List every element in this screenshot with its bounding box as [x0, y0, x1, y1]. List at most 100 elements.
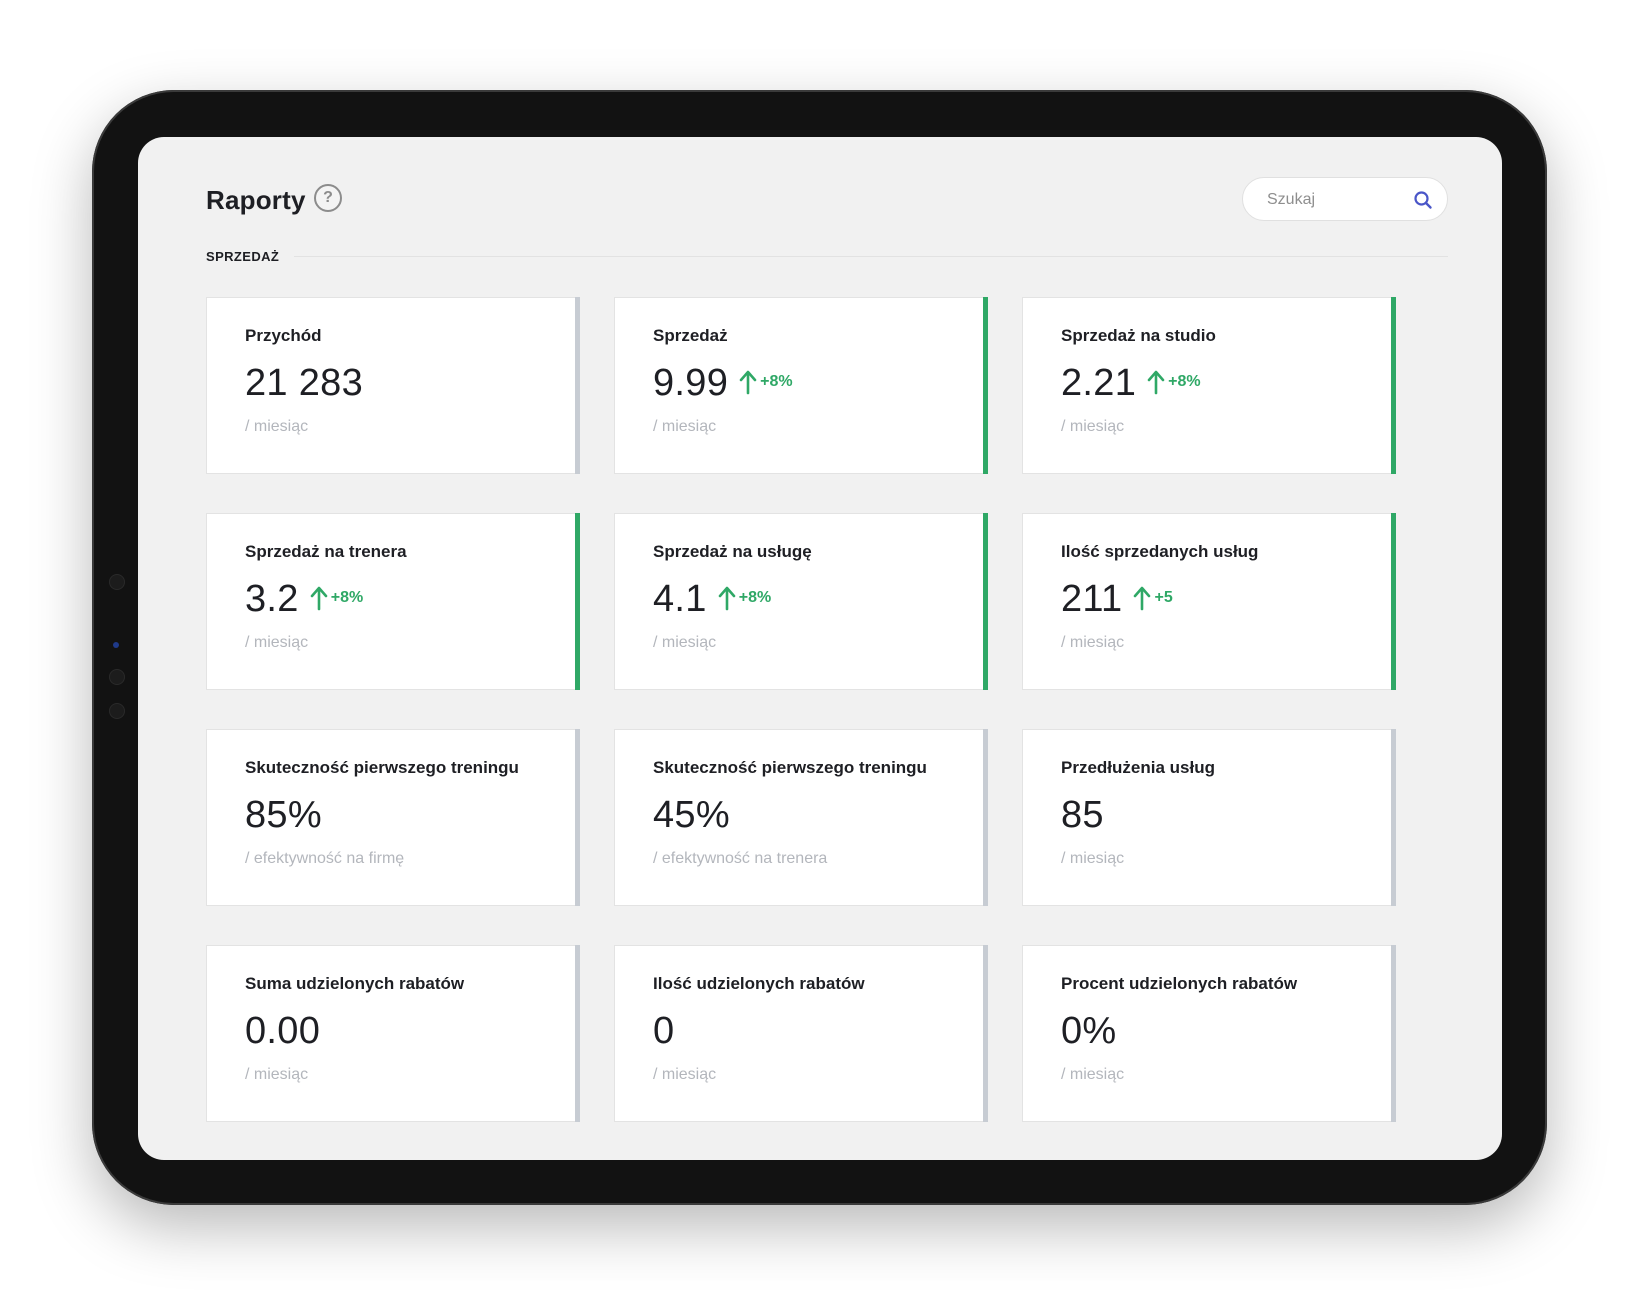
- arrow-up-icon: [1147, 370, 1165, 395]
- card-accent-bar: [1391, 945, 1396, 1122]
- card-value-row: 85%: [245, 794, 322, 837]
- card-value-row: 3.2 +8%: [245, 578, 363, 621]
- trend-indicator: +8%: [1146, 369, 1201, 395]
- trend-indicator: +5: [1132, 585, 1173, 611]
- card-value: 211: [1061, 578, 1123, 620]
- trend-value: +5: [1154, 589, 1173, 606]
- card-value-row: 2.21 +8%: [1061, 362, 1201, 405]
- report-card[interactable]: Sprzedaż 9.99 +8% / miesiąc: [614, 297, 988, 474]
- trend-indicator: +8%: [717, 585, 771, 611]
- arrow-up-icon: [310, 586, 328, 611]
- card-title: Sprzedaż na studio: [1061, 326, 1216, 345]
- card-title: Przychód: [245, 326, 322, 345]
- camera-lens: [113, 642, 119, 648]
- card-subtitle: / miesiąc: [1061, 634, 1125, 651]
- help-icon[interactable]: ?: [314, 184, 342, 212]
- report-card[interactable]: Procent udzielonych rabatów 0% / miesiąc: [1022, 945, 1396, 1122]
- card-subtitle: / efektywność na trenera: [653, 850, 828, 867]
- report-card[interactable]: Ilość sprzedanych usług 211 +5 / miesiąc: [1022, 513, 1396, 690]
- search-box[interactable]: [1242, 177, 1448, 221]
- card-value-row: 0: [653, 1010, 674, 1053]
- arrow-up-icon: [718, 586, 736, 611]
- trend-value: +8%: [1168, 373, 1201, 390]
- card-value-row: 9.99 +8%: [653, 362, 793, 405]
- card-title: Ilość udzielonych rabatów: [653, 974, 865, 993]
- card-subtitle: / miesiąc: [653, 1066, 717, 1083]
- card-accent-bar: [575, 945, 580, 1122]
- card-value: 2.21: [1061, 362, 1137, 404]
- card-value: 3.2: [245, 578, 299, 620]
- section-divider: [294, 256, 1448, 257]
- card-value: 0.00: [245, 1010, 321, 1052]
- card-title: Przedłużenia usług: [1061, 758, 1215, 777]
- card-subtitle: / miesiąc: [1061, 418, 1125, 435]
- sensor-dot: [110, 670, 124, 684]
- trend-indicator: +8%: [738, 369, 793, 395]
- card-accent-bar: [983, 297, 988, 474]
- section-label: SPRZEDAŻ: [206, 249, 280, 264]
- page-title: Raporty: [206, 185, 306, 215]
- card-subtitle: / miesiąc: [653, 418, 717, 435]
- card-subtitle: / miesiąc: [245, 634, 309, 651]
- card-value-row: 0%: [1061, 1010, 1117, 1053]
- card-value: 85: [1061, 794, 1104, 836]
- arrow-up-icon: [1134, 586, 1151, 611]
- card-accent-bar: [1391, 729, 1396, 906]
- card-value: 45%: [653, 794, 730, 836]
- card-accent-bar: [575, 513, 580, 690]
- card-value: 0%: [1061, 1010, 1117, 1052]
- card-accent-bar: [983, 513, 988, 690]
- report-card[interactable]: Skuteczność pierwszego treningu 85% / ef…: [206, 729, 580, 906]
- page-header: Raporty ?: [206, 177, 1448, 225]
- card-value-row: 211 +5: [1061, 578, 1173, 621]
- card-value: 85%: [245, 794, 322, 836]
- app-screen: Raporty ? SPRZEDAŻ Przychód 21 283 / mie…: [138, 137, 1502, 1160]
- card-value-row: 0.00: [245, 1010, 320, 1053]
- card-subtitle: / miesiąc: [245, 418, 309, 435]
- arrow-up-icon: [739, 370, 757, 395]
- trend-value: +8%: [330, 589, 364, 606]
- card-title: Skuteczność pierwszego treningu: [653, 758, 927, 777]
- report-card[interactable]: Przedłużenia usług 85 / miesiąc: [1022, 729, 1396, 906]
- card-value: 21 283: [245, 362, 364, 404]
- report-card[interactable]: Sprzedaż na usługę 4.1 +8% / miesiąc: [614, 513, 988, 690]
- report-card[interactable]: Suma udzielonych rabatów 0.00 / miesiąc: [206, 945, 580, 1122]
- trend-value: +8%: [760, 373, 793, 390]
- camera-dot: [110, 575, 124, 589]
- card-accent-bar: [983, 729, 988, 906]
- card-value: 9.99: [653, 362, 729, 404]
- report-card[interactable]: Przychód 21 283 / miesiąc: [206, 297, 580, 474]
- report-card[interactable]: Skuteczność pierwszego treningu 45% / ef…: [614, 729, 988, 906]
- trend-value: +8%: [738, 589, 772, 606]
- trend-indicator: +8%: [309, 585, 363, 611]
- sensor-dot: [110, 704, 124, 718]
- card-accent-bar: [1391, 513, 1396, 690]
- card-value-row: 4.1 +8%: [653, 578, 771, 621]
- report-card[interactable]: Ilość udzielonych rabatów 0 / miesiąc: [614, 945, 988, 1122]
- report-card[interactable]: Sprzedaż na studio 2.21 +8% / miesiąc: [1022, 297, 1396, 474]
- card-accent-bar: [575, 729, 580, 906]
- card-subtitle: / efektywność na firmę: [245, 850, 405, 867]
- card-subtitle: / miesiąc: [653, 634, 717, 651]
- card-value-row: 85: [1061, 794, 1104, 837]
- search-input[interactable]: [1265, 188, 1399, 212]
- section-header: SPRZEDAŻ: [206, 249, 1448, 269]
- card-title: Sprzedaż: [653, 326, 728, 345]
- card-accent-bar: [1391, 297, 1396, 474]
- report-card[interactable]: Sprzedaż na trenera 3.2 +8% / miesiąc: [206, 513, 580, 690]
- card-title: Ilość sprzedanych usług: [1061, 542, 1259, 561]
- card-value: 4.1: [653, 578, 707, 620]
- card-accent-bar: [575, 297, 580, 474]
- search-icon[interactable]: [1413, 190, 1433, 210]
- card-title: Suma udzielonych rabatów: [245, 974, 465, 993]
- card-value-row: 21 283: [245, 362, 363, 405]
- card-title: Sprzedaż na usługę: [653, 542, 812, 561]
- card-subtitle: / miesiąc: [245, 1066, 309, 1083]
- card-accent-bar: [983, 945, 988, 1122]
- card-title: Skuteczność pierwszego treningu: [245, 758, 519, 777]
- card-value-row: 45%: [653, 794, 730, 837]
- card-value: 0: [653, 1010, 675, 1052]
- card-title: Procent udzielonych rabatów: [1061, 974, 1298, 993]
- card-title: Sprzedaż na trenera: [245, 542, 407, 561]
- card-subtitle: / miesiąc: [1061, 1066, 1125, 1083]
